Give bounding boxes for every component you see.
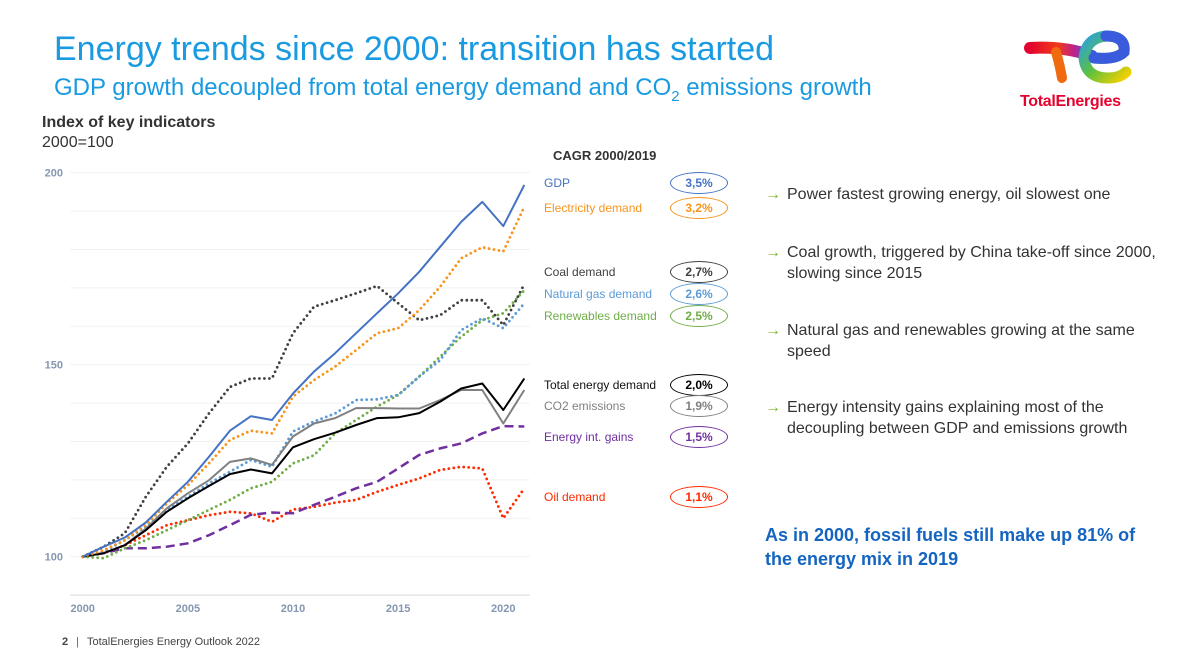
totalenergies-logo-icon [1024,30,1132,84]
line-chart: 100 150 200 2000 2005 2010 2015 2020 [45,168,530,615]
logo-wordmark: TotalEnergies [1020,93,1121,110]
cagr-badge: 3,5% [670,172,728,194]
bullet-text: Coal growth, triggered by China take-off… [787,244,1156,282]
x-tick-label: 2020 [491,603,515,615]
subtitle-subscript: 2 [671,87,680,105]
series-line-energy-int-gains [82,424,525,558]
legend-label: GDP [544,176,571,190]
page-number: 2 [62,636,69,648]
arrow-right-icon: → [765,244,781,261]
legend-label: Renewables demand [544,309,657,323]
highlight-text: As in 2000, fossil fuels still make up 8… [765,525,1136,569]
bullet-item: → Coal growth, triggered by China take-of… [765,242,1177,284]
cagr-badge: 2,0% [670,374,728,396]
bullet-item: → Power fastest growing energy, oil slowe… [765,184,1177,205]
arrow-right-icon: → [765,322,781,339]
bullet-text: Energy intensity gains explaining most o… [787,399,1128,437]
legend-label: Energy int. gains [544,430,634,444]
legend-label: CO2 emissions [544,399,626,413]
page-subtitle: GDP growth decoupled from total energy d… [54,74,872,105]
cagr-badge: 1,1% [670,486,728,508]
y-tick-label: 200 [45,168,63,180]
x-tick-label: 2000 [70,603,94,615]
y-tick-label: 100 [45,552,63,564]
cagr-badge: 2,6% [670,283,728,305]
chart-subtitle: 2000=100 [42,134,114,151]
legend-label: Total energy demand [544,378,657,392]
bullet-item: → Energy intensity gains explaining most … [765,397,1177,439]
page-title: Energy trends since 2000: transition has… [54,30,775,68]
y-tick-label: 150 [45,360,63,372]
bullet-text: Natural gas and renewables growing at th… [787,322,1135,360]
series-line-renewables-demand [81,288,526,560]
series-line-coal-demand [81,282,526,559]
chart-title: Index of key indicators [42,114,216,131]
legend-label: Oil demand [544,490,606,504]
footer-text: TotalEnergies Energy Outlook 2022 [86,636,261,648]
legend-label: Natural gas demand [544,287,653,301]
arrow-right-icon: → [765,186,781,203]
subtitle-text-end: emissions growth [679,74,872,101]
bullet-item: → Natural gas and renewables growing at t… [765,320,1177,362]
cagr-badge: 2,5% [670,305,728,327]
cagr-badge: 2,7% [670,261,728,283]
cagr-badge: 1,5% [670,426,728,448]
cagr-title: CAGR 2000/2019 [553,148,657,163]
x-tick-label: 2015 [386,603,410,615]
footer: 2 | TotalEnergies Energy Outlook 2022 [62,636,260,648]
bullet-text: Power fastest growing energy, oil slowes… [787,186,1111,203]
series-line-co2-emissions [82,389,526,558]
cagr-badge: 1,9% [670,395,728,417]
x-tick-label: 2005 [176,603,200,615]
cagr-badge: 3,2% [670,197,728,219]
series-line-gdp [82,184,526,558]
series-line-total-energy-demand [82,377,526,558]
arrow-right-icon: → [765,399,781,416]
subtitle-text: GDP growth decoupled from total energy d… [54,74,672,101]
legend-label: Coal demand [544,265,616,279]
x-tick-label: 2010 [281,603,305,615]
series-line-electricity-demand [81,205,526,559]
legend-label: Electricity demand [544,201,643,215]
footer-separator: | [76,636,79,648]
